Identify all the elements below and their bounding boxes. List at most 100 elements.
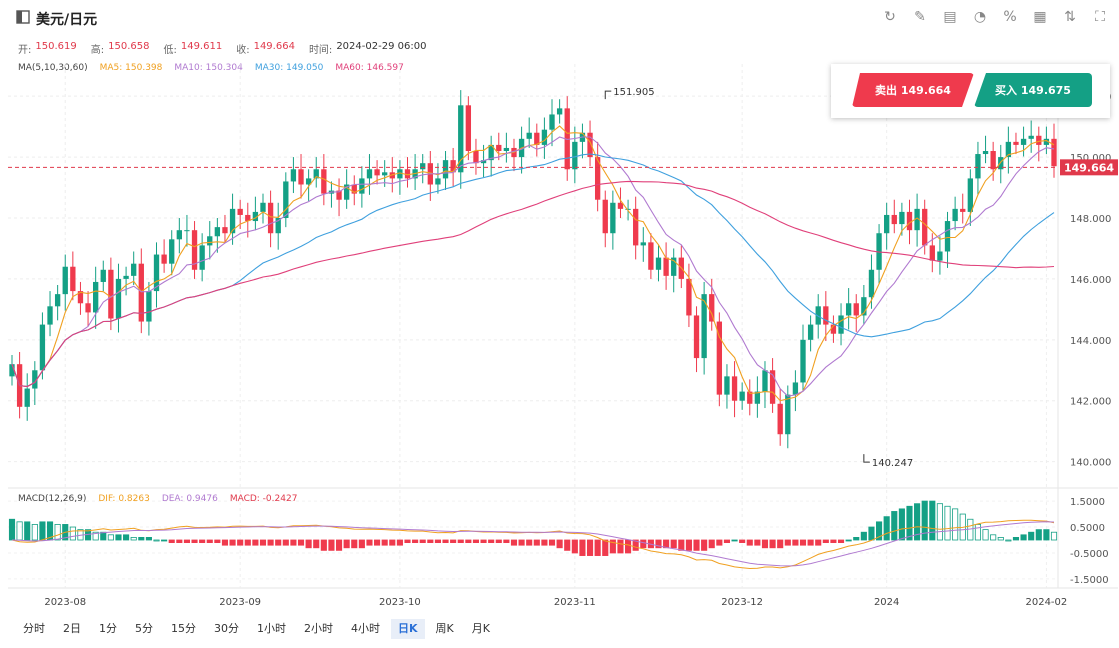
macd-bar: [305, 539, 312, 549]
candle: [868, 269, 875, 298]
macd-bar: [404, 539, 411, 543]
candle: [290, 169, 297, 182]
price-tick: 146.000: [1070, 275, 1111, 286]
dif-value: DIF: 0.8263: [98, 494, 150, 504]
period-7[interactable]: 1小时: [257, 622, 286, 635]
macd-bar: [868, 526, 875, 541]
buy-button[interactable]: 买入 149.675: [974, 73, 1092, 107]
macd-bar: [1043, 529, 1050, 541]
open-label: 开:: [18, 45, 32, 56]
candle: [884, 214, 890, 234]
candle: [899, 211, 905, 225]
macd-bar: [952, 508, 959, 541]
candle: [944, 221, 951, 252]
macd-bar: [183, 539, 190, 543]
macd-bar: [693, 539, 700, 551]
macd-bar: [685, 539, 692, 551]
period-5[interactable]: 15分: [171, 622, 196, 635]
macd-bar: [457, 539, 464, 543]
candle: [100, 269, 106, 282]
refresh-icon[interactable]: ↻: [884, 9, 896, 25]
time-tick: 2024-02: [1025, 597, 1067, 608]
macd-bar: [381, 539, 388, 546]
macd-bar: [168, 539, 175, 543]
macd-bar: [906, 505, 913, 541]
candle: [313, 169, 319, 179]
period-6[interactable]: 30分: [214, 622, 239, 635]
period-11[interactable]: 周K: [435, 622, 454, 635]
time-tick: 2023-08: [44, 597, 86, 608]
grid-icon[interactable]: ▦: [1033, 9, 1047, 25]
price-tick: 142.000: [1070, 397, 1111, 408]
draw-icon[interactable]: ✎: [914, 9, 926, 25]
ma-label: MA(5,10,30,60): [18, 63, 88, 73]
ma10-line: [11, 136, 1055, 397]
macd-bar: [708, 539, 715, 549]
candle: [906, 211, 913, 231]
annotation-label: 140.247: [872, 458, 913, 469]
candle: [952, 208, 958, 222]
fullscreen-icon[interactable]: ⛶: [1095, 9, 1105, 25]
candle: [62, 266, 68, 295]
macd-bar: [853, 537, 860, 541]
macd-bar: [571, 539, 578, 554]
ohlc-row: 开: 150.619 高: 150.658 低: 149.611 收: 149.…: [18, 41, 426, 56]
macd-bar: [115, 534, 122, 541]
indicator-icon[interactable]: ▤: [943, 9, 957, 25]
candle: [412, 169, 418, 179]
macd-bar: [237, 539, 244, 546]
macd-bar: [944, 505, 951, 541]
candle: [830, 324, 837, 334]
period-4[interactable]: 5分: [135, 622, 153, 635]
macd-bar: [548, 539, 556, 546]
sell-button[interactable]: 卖出 149.664: [852, 73, 974, 107]
macd-bar: [351, 539, 358, 549]
candle: [260, 202, 266, 212]
macd-bar: [389, 539, 396, 546]
macd-bar: [799, 539, 807, 546]
candle: [328, 190, 335, 194]
high-value: 150.658: [108, 41, 150, 52]
candle: [131, 263, 137, 276]
candle: [397, 169, 403, 179]
time-label: 时间:: [308, 45, 333, 56]
macd-bar: [176, 539, 183, 543]
period-8[interactable]: 2小时: [304, 622, 333, 635]
percent-icon[interactable]: %: [1003, 9, 1017, 25]
macd-bar: [891, 511, 898, 541]
compare-icon[interactable]: ⇅: [1064, 9, 1076, 25]
toolbar: ↻ ✎ ▤ ◔ % ▦ ⇅ ⛶: [881, 8, 1109, 26]
candle: [716, 321, 723, 395]
macd-bar: [199, 539, 206, 543]
candle: [549, 114, 555, 130]
macd-bar: [739, 539, 746, 543]
candle: [199, 245, 205, 270]
candle: [587, 132, 593, 158]
current-price-label: 149.664: [1064, 161, 1114, 174]
ma-legend: MA(5,10,30,60) MA5: 150.398 MA10: 150.30…: [18, 63, 404, 73]
macd-bar: [746, 539, 753, 546]
macd-bar: [282, 539, 289, 546]
candle: [990, 151, 996, 170]
candle: [1043, 138, 1050, 145]
macd-bar: [465, 539, 472, 543]
candle: [359, 178, 365, 194]
candle: [321, 169, 327, 194]
sidebar-toggle-icon[interactable]: [16, 10, 30, 24]
macd-bar: [647, 539, 654, 549]
period-9[interactable]: 4小时: [351, 622, 380, 635]
period-2[interactable]: 2日: [63, 622, 81, 635]
macd-tick: -0.5000: [1070, 549, 1109, 560]
pie-icon[interactable]: ◔: [973, 9, 987, 25]
candle: [967, 178, 973, 212]
close-value: 149.664: [253, 41, 295, 52]
period-12[interactable]: 月K: [471, 622, 490, 635]
period-3[interactable]: 1分: [99, 622, 117, 635]
ma30-line: [11, 153, 1055, 388]
candle: [123, 275, 129, 279]
dif-line: [11, 519, 1055, 570]
macd-bar: [670, 539, 677, 549]
period-10[interactable]: 日K: [391, 619, 425, 639]
macd-bar: [297, 539, 305, 546]
period-1[interactable]: 分时: [23, 622, 45, 635]
